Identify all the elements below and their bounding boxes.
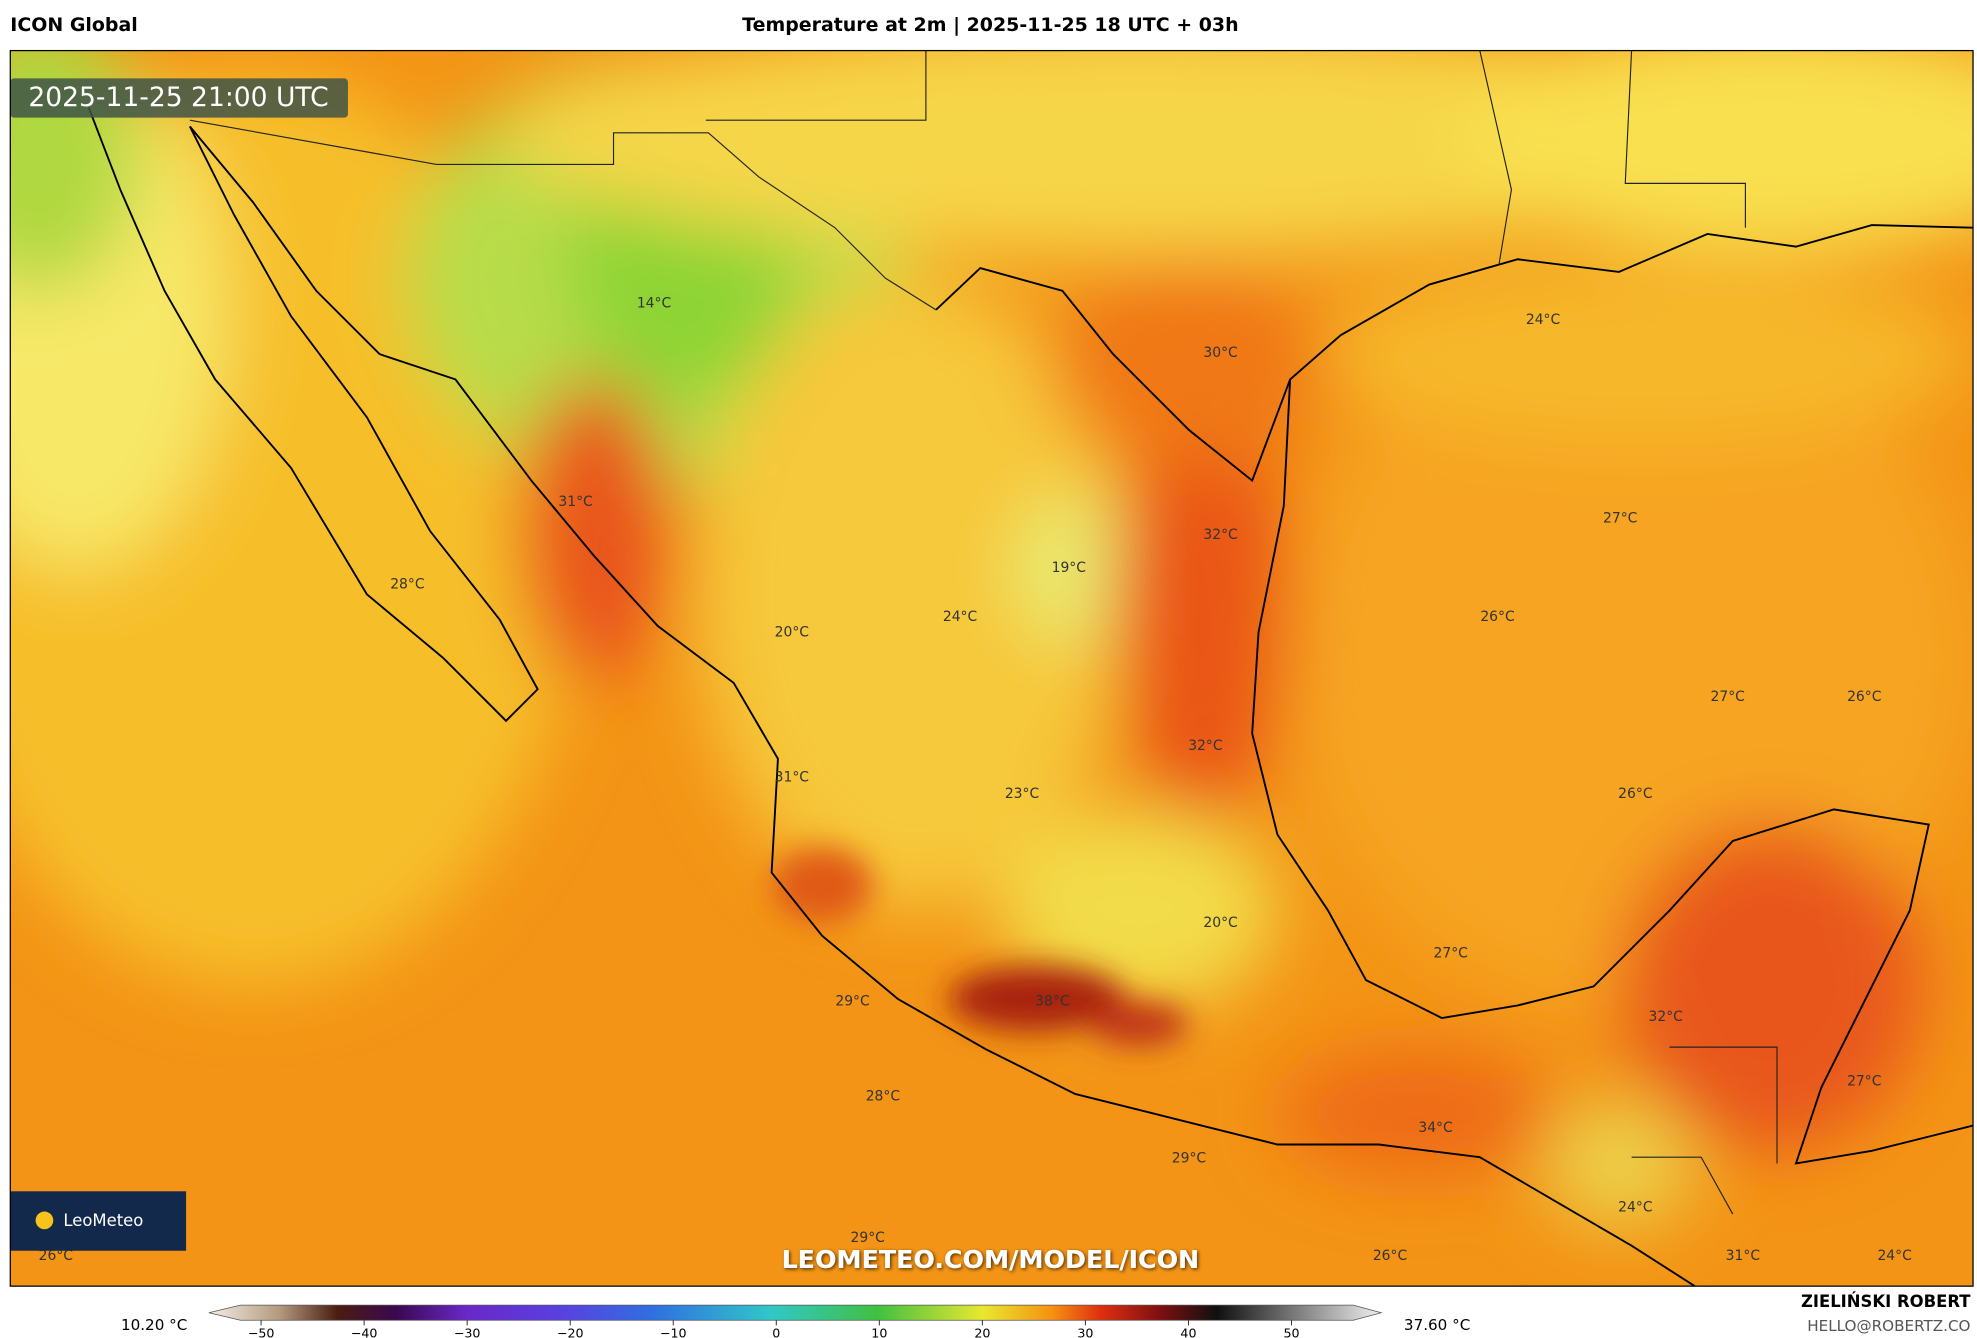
colorbar-tick-label: 40 bbox=[1180, 1326, 1196, 1338]
colorbar-tick-label: 50 bbox=[1283, 1326, 1299, 1338]
temperature-label: 32°C bbox=[1188, 738, 1222, 754]
colorbar bbox=[208, 1304, 1383, 1321]
colorbar-tick-label: −20 bbox=[557, 1326, 584, 1338]
temperature-label: 26°C bbox=[1373, 1248, 1407, 1264]
temperature-label: 27°C bbox=[1711, 689, 1745, 705]
map-frame bbox=[9, 49, 1974, 1287]
coastlines bbox=[87, 107, 1974, 1287]
colorbar-min: 10.20 °C bbox=[121, 1316, 187, 1334]
temperature-label: 31°C bbox=[558, 494, 592, 510]
timestamp-box bbox=[10, 78, 348, 118]
map-title: Temperature at 2m | 2025-11-25 18 UTC + … bbox=[742, 14, 1238, 36]
temperature-label: 29°C bbox=[1172, 1150, 1206, 1166]
colorbar-tick-label: −10 bbox=[660, 1326, 687, 1338]
temperature-label: 26°C bbox=[1618, 786, 1652, 802]
temperature-label: 24°C bbox=[1526, 312, 1560, 328]
temperature-label: 29°C bbox=[851, 1230, 885, 1246]
logo-sun bbox=[35, 1211, 54, 1230]
temperature-label: 27°C bbox=[1603, 511, 1637, 527]
temperature-label: 28°C bbox=[866, 1088, 900, 1104]
temperature-label: 38°C bbox=[1035, 994, 1069, 1010]
temperature-label: 23°C bbox=[1005, 786, 1039, 802]
temperature-label: 27°C bbox=[1847, 1073, 1881, 1089]
watermark: LEOMETEO.COM/MODEL/ICON bbox=[782, 1245, 1200, 1274]
temperature-label: 24°C bbox=[1877, 1248, 1911, 1264]
temperature-label: 32°C bbox=[1203, 527, 1237, 543]
logo-text: LeoMeteo bbox=[63, 1211, 143, 1230]
colorbar-tick-label: 20 bbox=[974, 1326, 990, 1338]
temperature-label: 20°C bbox=[775, 624, 809, 640]
borders bbox=[189, 50, 1778, 1215]
colorbar-tick-label: 0 bbox=[772, 1326, 780, 1338]
colorbar-tick-label: 30 bbox=[1077, 1326, 1093, 1338]
temperature-label: 19°C bbox=[1052, 560, 1086, 576]
temperature-label: 26°C bbox=[39, 1248, 73, 1264]
temperature-label: 30°C bbox=[1203, 345, 1237, 361]
temperature-label: 28°C bbox=[390, 576, 424, 592]
temperature-label: 27°C bbox=[1434, 946, 1468, 962]
temperature-label: 29°C bbox=[835, 994, 869, 1010]
temperature-label: 34°C bbox=[1418, 1120, 1452, 1136]
colorbar-tick-label: −50 bbox=[248, 1326, 275, 1338]
email: HELLO@ROBERTZ.CO bbox=[1807, 1317, 1970, 1335]
timestamp: 2025-11-25 21:00 UTC bbox=[28, 82, 328, 113]
temperature-label: 24°C bbox=[1618, 1200, 1652, 1216]
temperature-label: 24°C bbox=[943, 609, 977, 625]
model-name: ICON Global bbox=[10, 14, 137, 36]
temperature-label: 14°C bbox=[637, 296, 671, 312]
colorbar-max: 37.60 °C bbox=[1404, 1316, 1470, 1334]
map-labels: 14°C 30°C 24°C 31°C 32°C 27°C 19°C 28°C 20°C 24°C… bbox=[39, 296, 1912, 1264]
colorbar-tick-label: −40 bbox=[351, 1326, 378, 1338]
colorbar-tick-label: −30 bbox=[454, 1326, 481, 1338]
temperature-field bbox=[10, 50, 1974, 1227]
colorbar-ticks: −50 −40 −30 −20 −10 0 10 20 30 40 50 bbox=[248, 1320, 1300, 1338]
colorbar-tick-label: 10 bbox=[871, 1326, 887, 1338]
author: ZIELIŃSKI ROBERT bbox=[1801, 1292, 1971, 1311]
temperature-label: 26°C bbox=[1847, 689, 1881, 705]
map: 14°C 30°C 24°C 31°C 32°C 27°C 19°C 28°C 20°C 24°C… bbox=[10, 50, 1974, 1287]
temperature-label: 31°C bbox=[1726, 1248, 1760, 1264]
temperature-label: 32°C bbox=[1649, 1009, 1683, 1025]
temperature-label: 31°C bbox=[775, 770, 809, 786]
temperature-label: 26°C bbox=[1480, 609, 1514, 625]
temperature-label: 20°C bbox=[1203, 915, 1237, 931]
